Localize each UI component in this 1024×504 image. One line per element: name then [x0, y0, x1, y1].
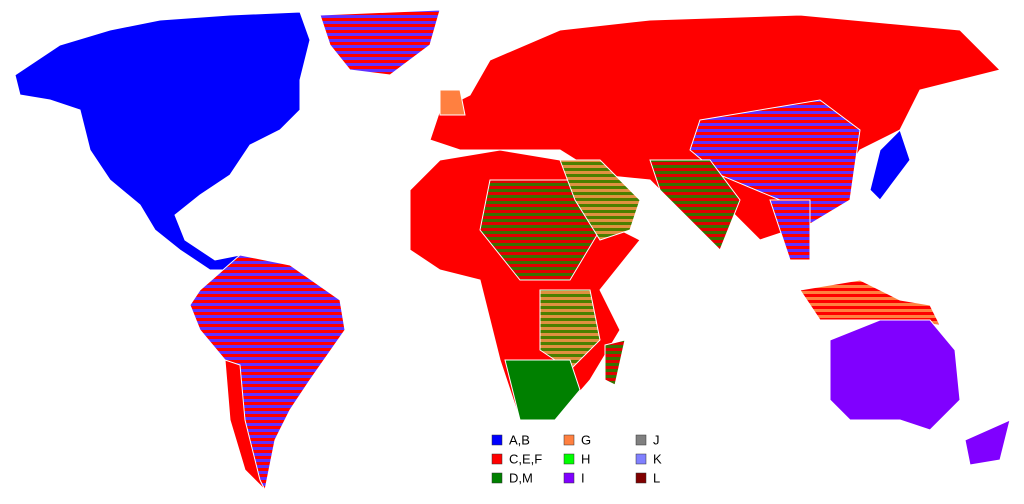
legend-label: D,M	[509, 470, 533, 485]
legend-label: G	[581, 432, 591, 447]
madagascar	[604, 339, 626, 386]
arabia	[559, 159, 641, 241]
legend-swatch	[563, 434, 575, 446]
legend-swatch	[635, 453, 647, 465]
east-africa	[539, 289, 601, 371]
southern-africa	[504, 359, 581, 421]
legend-swatch	[563, 472, 575, 484]
new-zealand	[964, 419, 1011, 466]
legend-swatch	[491, 434, 503, 446]
southeast-asia	[769, 199, 811, 261]
legend-swatch	[563, 453, 575, 465]
legend-label: A,B	[509, 432, 530, 447]
legend: A,B C,E,F D,M GHI JKL	[491, 432, 662, 485]
australia	[829, 319, 961, 431]
legend-label: L	[653, 470, 660, 485]
uk	[439, 89, 466, 116]
chile	[224, 359, 266, 491]
legend-swatch	[635, 472, 647, 484]
legend-label: K	[653, 451, 662, 466]
legend-label: C,E,F	[509, 451, 542, 466]
legend-swatch	[491, 453, 503, 465]
greenland	[319, 9, 441, 76]
north-america	[14, 11, 311, 271]
japan	[869, 129, 911, 201]
south-america	[189, 254, 346, 492]
india	[649, 159, 741, 251]
legend-label: J	[653, 432, 660, 447]
legend-label: I	[581, 470, 585, 485]
legend-swatch	[491, 472, 503, 484]
legend-label: H	[581, 451, 590, 466]
landmasses	[14, 9, 1011, 492]
legend-swatch	[635, 434, 647, 446]
indonesia	[799, 279, 941, 326]
